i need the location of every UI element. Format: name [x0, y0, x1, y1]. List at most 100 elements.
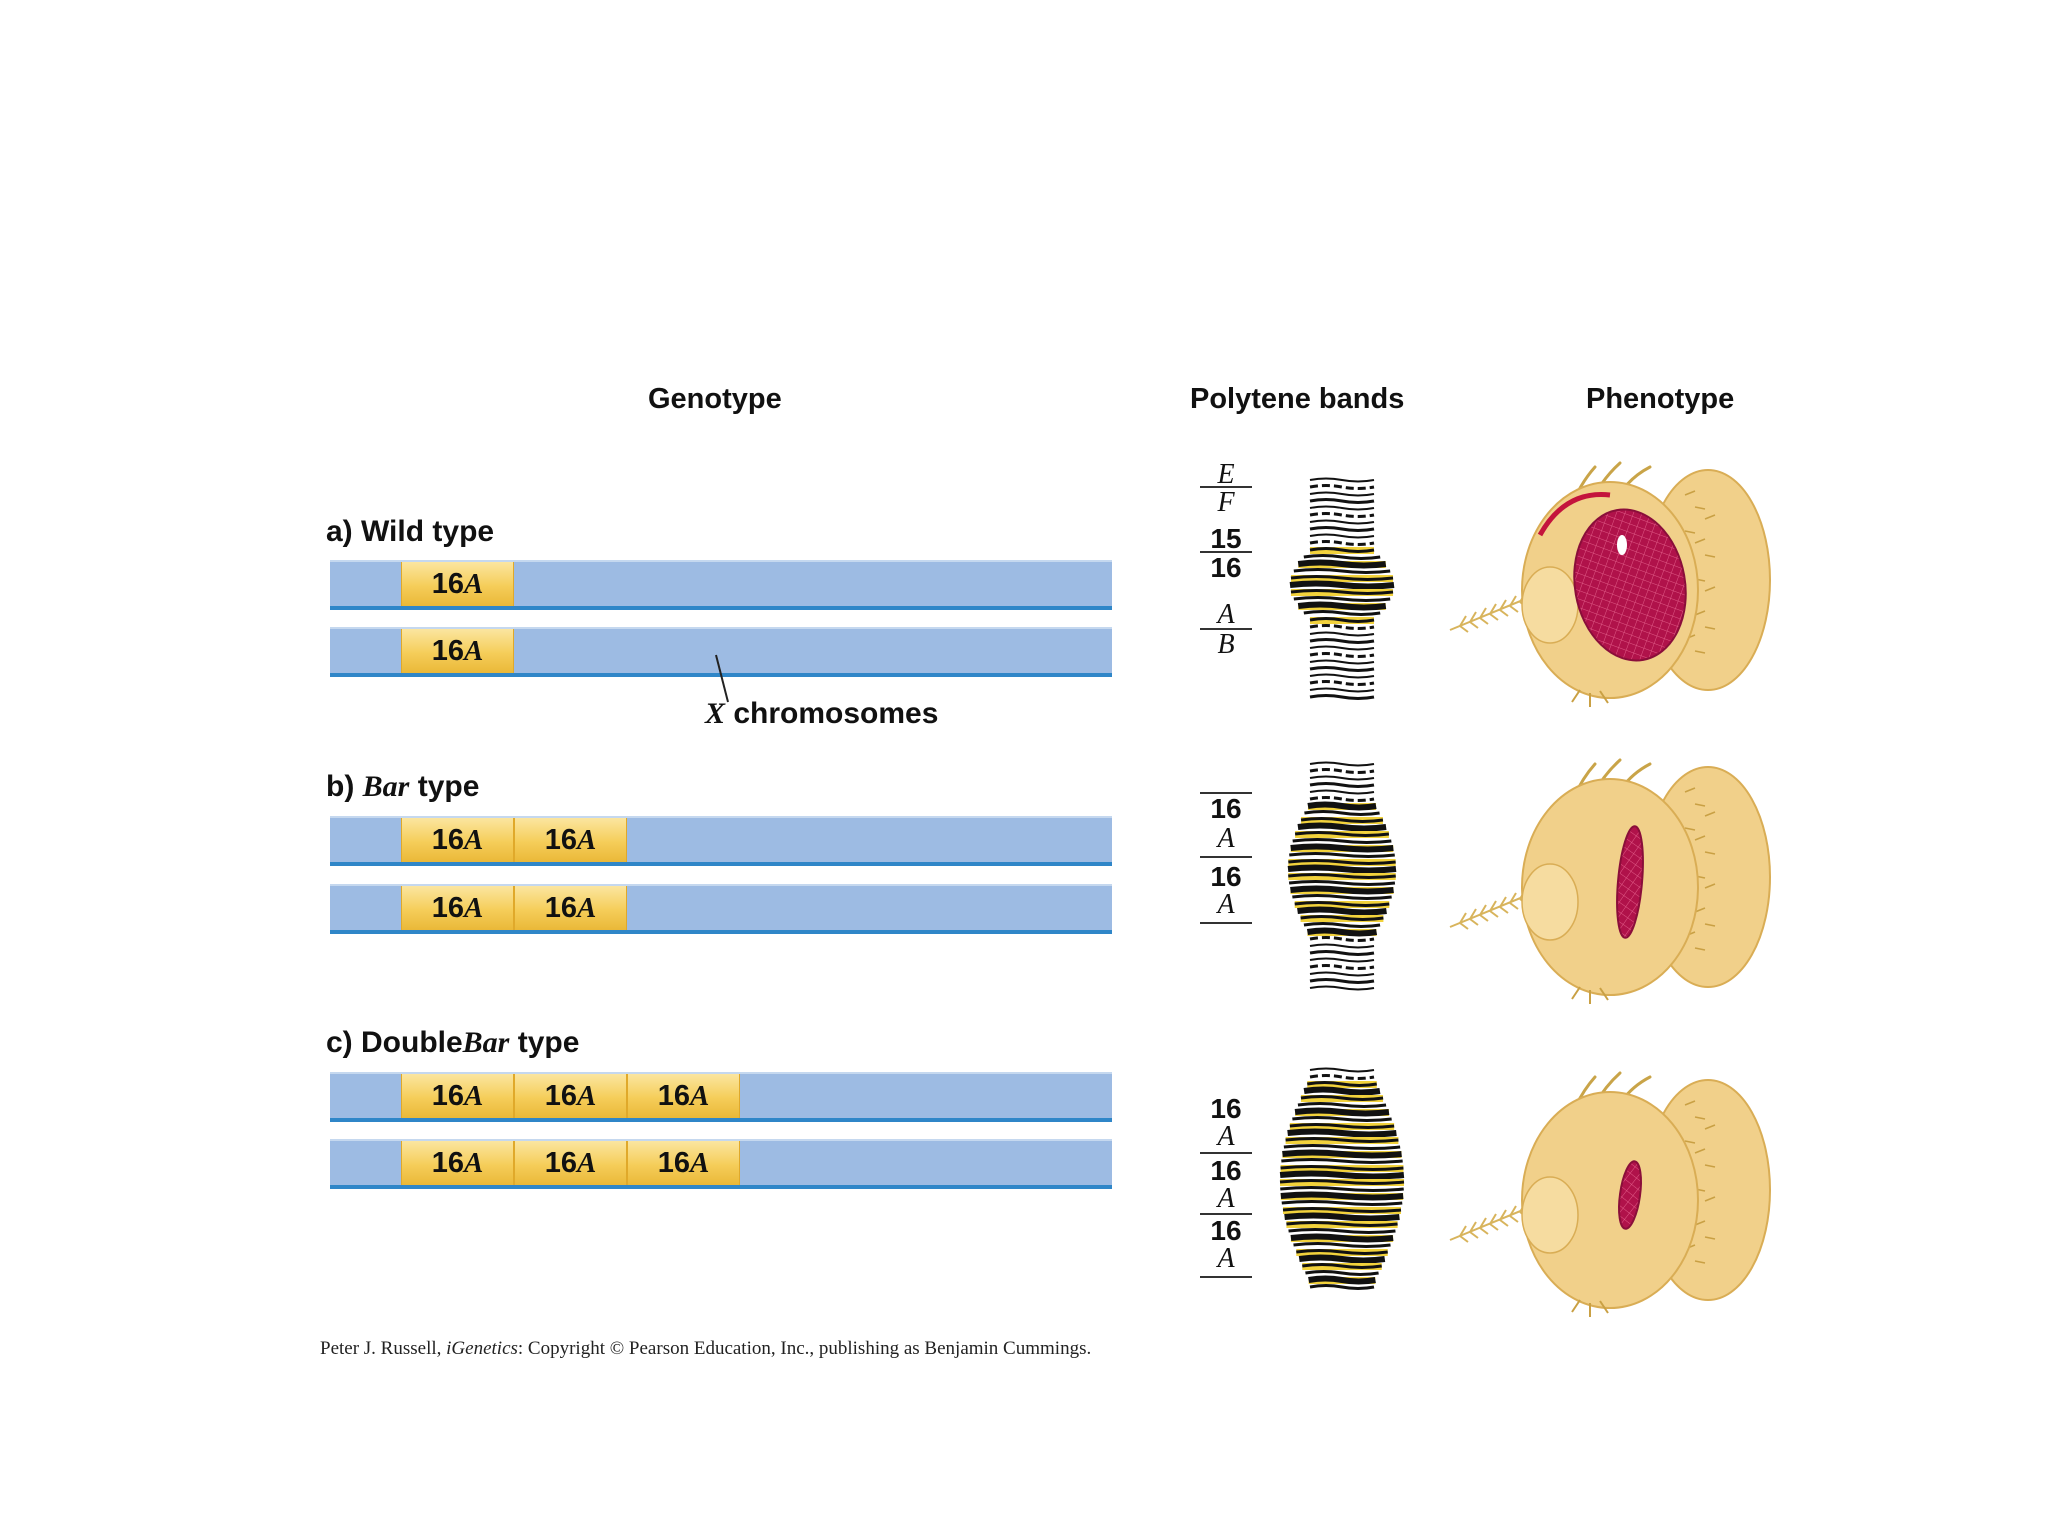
band-dark [1309, 796, 1375, 802]
band-dark [1309, 971, 1375, 977]
polytene-bands-header: Polytene bands [1190, 383, 1405, 415]
band-dark [1280, 1191, 1404, 1201]
band-dark [1294, 901, 1390, 907]
region-16a-segment: 16 A [514, 1074, 627, 1118]
band-dark [1309, 694, 1375, 700]
band-dark [1297, 822, 1387, 832]
genotype-header: Genotype [648, 383, 782, 415]
band-dark [1294, 831, 1390, 837]
band-label: 16 [1210, 1155, 1242, 1186]
band-dark [1282, 1207, 1402, 1213]
band-dark [1309, 673, 1375, 679]
band-dark [1280, 1186, 1404, 1192]
band-dark [1280, 1165, 1404, 1171]
band-dark [1293, 1242, 1391, 1248]
band-dark [1297, 1102, 1387, 1108]
band-dark [1283, 1144, 1401, 1150]
eye-rim [1537, 492, 1611, 537]
band-dark [1309, 617, 1375, 623]
band-dark [1309, 659, 1375, 665]
band-label: 16 [1210, 861, 1242, 892]
band-dark [1290, 589, 1394, 595]
band-dark [1290, 843, 1394, 853]
band-dark [1288, 880, 1396, 886]
band-dark [1309, 680, 1375, 686]
band-label: A [1217, 823, 1235, 854]
region-16a-segment: 16 A [401, 818, 514, 862]
x-chromosome-bar: 16 A [330, 627, 1112, 677]
polytene-labels-bar: 16 A 16 A [1200, 790, 1252, 930]
band-dark [1290, 575, 1394, 581]
band-dark [1292, 838, 1392, 844]
band-dark [1309, 775, 1375, 781]
region-16a-segment: 16 A [401, 629, 514, 673]
band-dark [1279, 1170, 1405, 1180]
band-dark [1309, 519, 1375, 525]
region-16a-segment: 16 A [401, 1074, 514, 1118]
band-label: 16 [1210, 1215, 1242, 1246]
band-label: E [1217, 459, 1235, 490]
band-dark [1288, 873, 1396, 879]
x-chromosome-bar: 16 A 16 A 16 A [330, 1139, 1112, 1189]
polytene-chromosome-double-bar [1276, 1067, 1408, 1290]
row-label-wild-type: a) Wild type [326, 515, 495, 548]
head-face [1521, 863, 1579, 941]
band-label: A [1217, 1243, 1235, 1274]
compound-eye [1573, 508, 1687, 662]
eye-highlight [1617, 535, 1627, 555]
band-dark [1309, 1074, 1375, 1080]
band-dark [1309, 512, 1375, 518]
region-16a-segment: 16 A [514, 1141, 627, 1185]
band-dark [1286, 1221, 1398, 1227]
x-chromosomes-label: X chromosomes [705, 697, 939, 730]
band-label: B [1217, 629, 1235, 660]
band-dark [1289, 1123, 1395, 1129]
region-16a-segment: 16 A [627, 1141, 740, 1185]
band-dark [1309, 936, 1375, 942]
band-label: 16 [1210, 1093, 1242, 1124]
band-dark [1288, 1228, 1396, 1234]
band-dark [1309, 631, 1375, 637]
band-dark [1289, 852, 1395, 858]
band-dark [1292, 894, 1392, 900]
band-dark [1309, 666, 1375, 672]
x-chromosome-bar: 16 A [330, 560, 1112, 610]
band-dark [1297, 906, 1387, 916]
band-dark [1300, 817, 1384, 823]
head-main [1521, 778, 1699, 996]
band-dark [1309, 526, 1375, 532]
band-dark [1309, 687, 1375, 693]
row-label-bar-type: b) Bar type [326, 770, 480, 803]
band-dark [1309, 484, 1375, 490]
band-dark [1309, 1284, 1375, 1290]
band-dark [1287, 864, 1397, 874]
band-dark [1309, 547, 1375, 553]
band-dark [1309, 957, 1375, 963]
band-dark [1309, 498, 1375, 504]
band-dark [1309, 477, 1375, 483]
band-dark [1281, 1200, 1403, 1206]
band-dark [1309, 985, 1375, 991]
region-16a-segment: 16 A [401, 562, 514, 606]
band-label: 15 [1210, 523, 1242, 554]
polytene-labels-double-bar: 16 A 16 A 16 A [1200, 1088, 1252, 1288]
compound-eye [1618, 1160, 1642, 1230]
band-dark [1300, 1095, 1384, 1101]
band-dark [1294, 1107, 1390, 1117]
band-dark [1309, 761, 1375, 767]
region-16a-segment: 16 A [514, 886, 627, 930]
band-dark [1309, 964, 1375, 970]
band-dark [1309, 789, 1375, 795]
band-dark [1309, 943, 1375, 949]
band-dark [1306, 1081, 1378, 1087]
band-label: F [1217, 487, 1235, 518]
compound-eye [1616, 825, 1644, 939]
band-dark [1290, 885, 1394, 895]
head-face [1521, 566, 1579, 644]
band-dark [1288, 859, 1396, 865]
band-label: 16 [1210, 793, 1242, 824]
band-dark [1303, 1086, 1381, 1096]
band-dark [1307, 801, 1377, 811]
x-chromosome-bar: 16 A 16 A [330, 816, 1112, 866]
phenotype-header: Phenotype [1586, 383, 1735, 415]
